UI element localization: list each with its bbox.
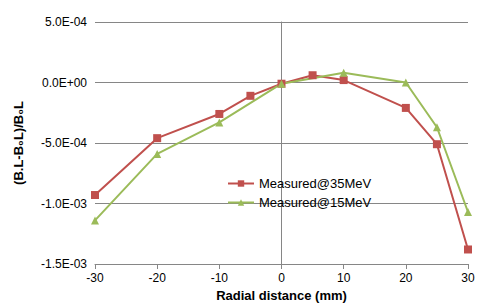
svg-text:0.0E+00: 0.0E+00 <box>42 76 87 90</box>
svg-text:Measured@15MeV: Measured@15MeV <box>259 195 372 210</box>
svg-text:0: 0 <box>278 271 285 285</box>
svg-text:-5.0E-04: -5.0E-04 <box>41 136 87 150</box>
svg-text:5.0E-04: 5.0E-04 <box>45 15 87 29</box>
svg-text:20: 20 <box>399 271 413 285</box>
svg-text:-30: -30 <box>86 271 104 285</box>
svg-text:-10: -10 <box>211 271 229 285</box>
svg-text:(B.L-B₀L)/B₀L: (B.L-B₀L)/B₀L <box>11 101 26 185</box>
svg-text:Measured@35MeV: Measured@35MeV <box>259 176 372 191</box>
svg-text:-1.5E-03: -1.5E-03 <box>41 257 87 271</box>
svg-text:-1.0E-03: -1.0E-03 <box>41 197 87 211</box>
svg-text:10: 10 <box>337 271 351 285</box>
svg-text:Radial distance (mm): Radial distance (mm) <box>216 288 347 303</box>
svg-text:30: 30 <box>461 271 475 285</box>
svg-text:-20: -20 <box>148 271 166 285</box>
